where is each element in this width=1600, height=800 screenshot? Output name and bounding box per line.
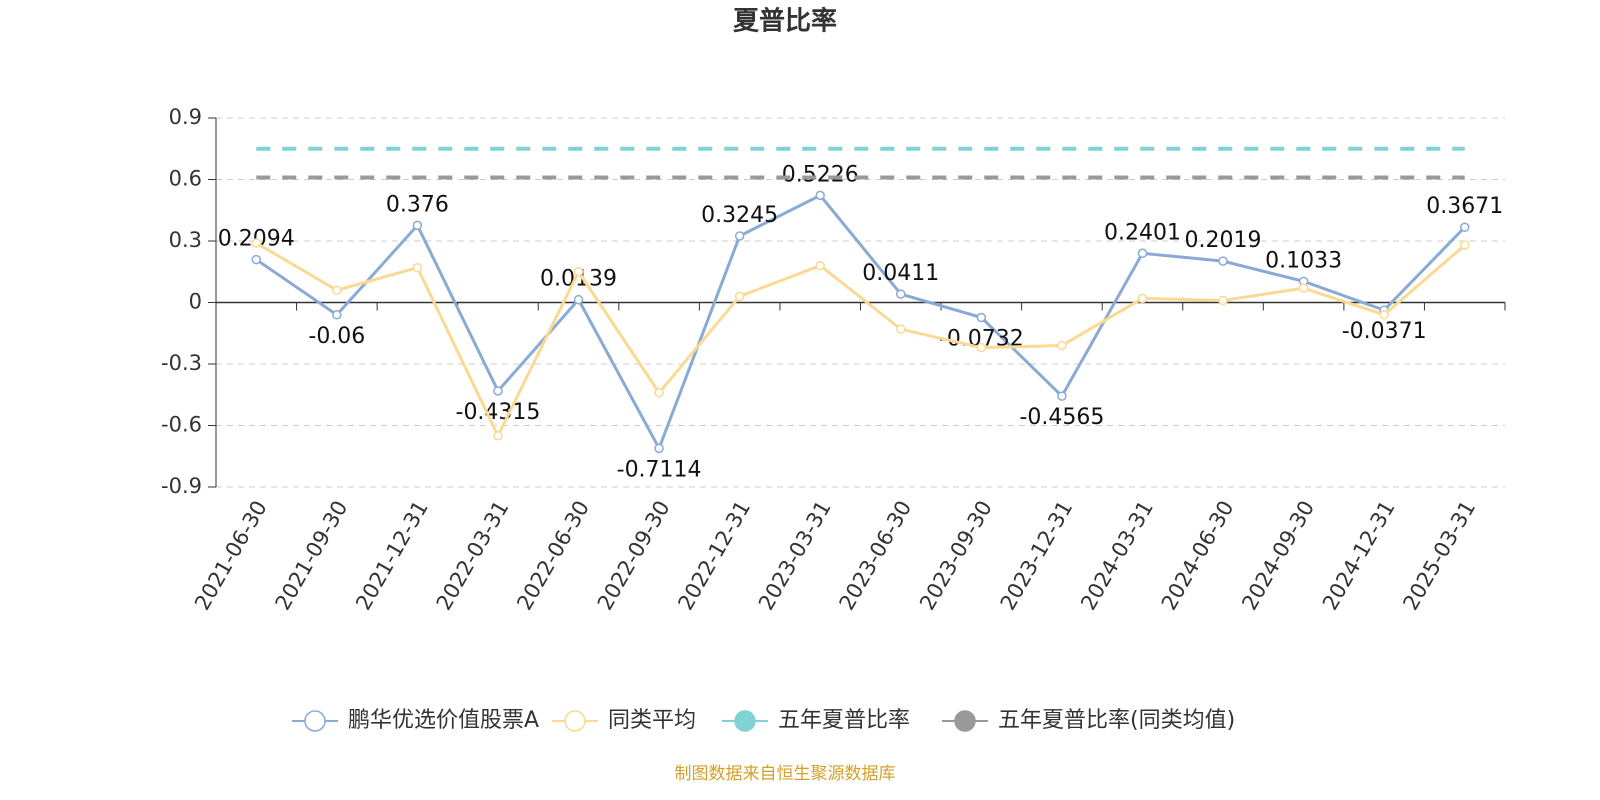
data-label: -0.4565 <box>1019 405 1104 430</box>
x-tick-label: 2024-03-31 <box>1076 497 1158 615</box>
data-label: 0.2019 <box>1185 228 1262 253</box>
chart-title: 夏普比率 <box>733 6 837 37</box>
legend-label: 鹏华优选价值股票A <box>348 708 539 733</box>
data-point <box>493 386 503 396</box>
legend-label: 五年夏普比率 <box>778 708 910 733</box>
data-point <box>1459 222 1470 232</box>
x-tick-label: 2021-09-30 <box>271 497 353 615</box>
x-tick-label: 2023-09-30 <box>915 497 997 615</box>
data-point <box>332 285 342 295</box>
x-tick-label: 2024-12-31 <box>1318 497 1400 615</box>
x-tick-label: 2022-06-30 <box>512 497 594 615</box>
legend-marker <box>304 710 326 732</box>
data-point <box>896 289 906 299</box>
x-tick-label: 2024-09-30 <box>1237 497 1319 615</box>
data-label: 0.5226 <box>782 162 859 187</box>
data-point <box>654 387 664 398</box>
series-line <box>255 241 1466 440</box>
data-point <box>1218 256 1228 266</box>
data-label: 0.376 <box>386 192 449 217</box>
x-tick-label: 2022-12-31 <box>673 497 755 615</box>
x-tick-label: 2025-03-31 <box>1398 497 1480 615</box>
data-label: -0.4315 <box>456 400 541 425</box>
data-point <box>412 220 423 231</box>
legend-label: 同类平均 <box>608 708 696 733</box>
data-point <box>896 324 906 334</box>
data-label: 0.3671 <box>1426 194 1503 219</box>
data-point <box>1137 293 1148 304</box>
y-tick-label: -0.6 <box>161 413 202 437</box>
data-label: -0.0371 <box>1342 319 1427 344</box>
series-line <box>255 193 1466 452</box>
data-point <box>815 260 825 271</box>
legend-marker <box>954 710 976 732</box>
y-tick-label: -0.9 <box>161 474 202 498</box>
data-point <box>573 267 584 277</box>
data-point <box>573 294 584 305</box>
data-point <box>734 291 745 302</box>
data-point <box>1379 310 1389 320</box>
data-point <box>1218 295 1228 306</box>
y-tick-label: 0.3 <box>169 228 202 252</box>
data-point <box>976 342 987 353</box>
x-tick-label: 2023-12-31 <box>996 497 1078 615</box>
data-point <box>493 431 503 441</box>
data-point <box>1298 283 1309 293</box>
legend-label: 五年夏普比率(同类均值) <box>998 708 1235 733</box>
x-tick-label: 2021-06-30 <box>190 497 272 615</box>
data-point <box>976 312 987 323</box>
data-point <box>251 238 262 248</box>
data-point <box>332 310 342 320</box>
data-label: 0.1033 <box>1265 248 1342 273</box>
data-point <box>251 254 262 265</box>
data-point <box>1137 248 1148 259</box>
data-point <box>1057 391 1067 401</box>
data-point <box>815 190 825 201</box>
y-tick-label: -0.3 <box>161 351 202 375</box>
x-tick-label: 2022-09-30 <box>593 497 675 615</box>
y-tick-label: 0 <box>189 290 202 314</box>
data-point <box>734 231 745 241</box>
legend-marker <box>734 710 756 732</box>
legend-marker <box>564 710 586 732</box>
y-tick-label: 0.6 <box>169 167 202 191</box>
data-label: 0.3245 <box>701 203 778 228</box>
x-tick-label: 2022-03-31 <box>432 497 514 615</box>
data-point <box>654 443 664 454</box>
data-point <box>412 262 423 273</box>
x-tick-label: 2023-06-30 <box>834 497 916 615</box>
data-point <box>1459 240 1470 250</box>
source-note: 制图数据来自恒生聚源数据库 <box>675 764 896 784</box>
x-tick-label: 2024-06-30 <box>1157 497 1239 615</box>
data-label: -0.06 <box>308 324 365 349</box>
data-point <box>1057 340 1067 351</box>
x-tick-label: 2021-12-31 <box>351 497 433 615</box>
x-tick-label: 2023-03-31 <box>754 497 836 615</box>
data-label: -0.7114 <box>617 457 702 482</box>
data-label: 0.0411 <box>862 261 939 286</box>
data-label: 0.2401 <box>1104 220 1181 245</box>
y-tick-label: 0.9 <box>169 105 202 129</box>
